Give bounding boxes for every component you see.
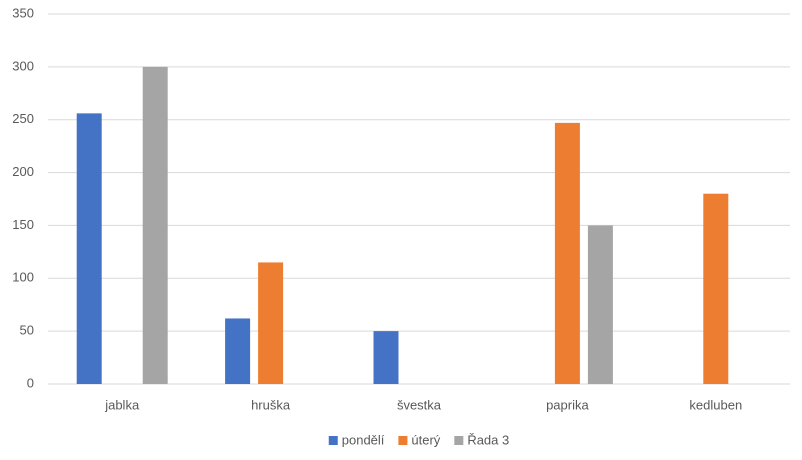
legend-swatch [398,436,408,445]
legend-label: úterý [411,432,440,447]
bar [258,262,284,384]
bar [373,331,399,384]
legend-label: Řada 3 [467,432,509,447]
bar [554,122,580,384]
y-tick-label: 200 [12,164,34,179]
legend-label: pondělí [342,432,385,447]
x-tick-label: paprika [546,397,589,412]
y-tick-label: 0 [27,375,34,390]
legend-swatch [454,436,464,445]
legend-swatch [328,436,338,445]
bar [587,225,613,384]
y-tick-label: 100 [12,270,34,285]
y-tick-label: 350 [12,5,34,20]
bar [703,193,729,384]
x-tick-label: kedluben [689,397,742,412]
y-tick-label: 250 [12,111,34,126]
y-tick-label: 300 [12,58,34,73]
bar [76,113,102,384]
bar [225,318,251,384]
bar [142,66,168,384]
y-tick-label: 150 [12,217,34,232]
y-tick-label: 50 [20,323,34,338]
x-tick-label: jablka [104,397,140,412]
x-tick-label: hruška [251,397,291,412]
x-tick-label: švestka [397,397,442,412]
